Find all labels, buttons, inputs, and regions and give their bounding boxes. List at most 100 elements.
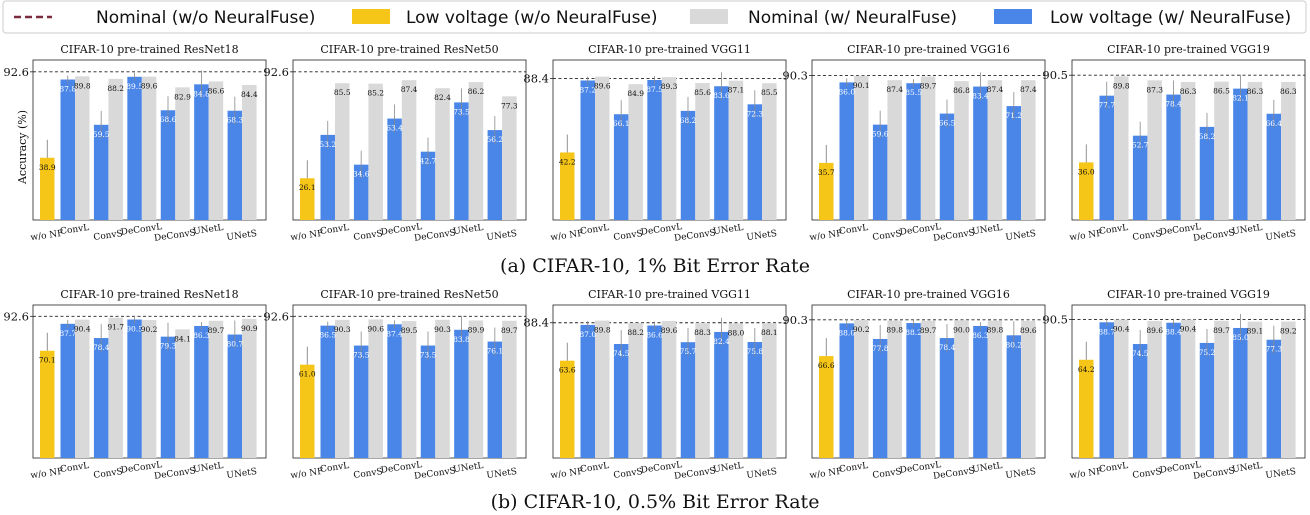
bar-low-w [714, 86, 729, 221]
x-tick-label: w/o NF [550, 229, 584, 244]
label-nominal-w: 90.2 [853, 325, 870, 334]
legend-low-w-label: Low voltage (w/ NeuralFuse) [1050, 8, 1291, 28]
bar-low-w [194, 84, 209, 220]
nominal-value-label: 90.5 [1042, 68, 1068, 82]
label-low-w: 82.4 [713, 337, 730, 346]
label-low-w: 86.3 [193, 331, 210, 340]
legend: Nominal (w/o NeuralFuse) Low voltage (w/… [2, 0, 1307, 34]
x-tick-label: ConvS [872, 229, 902, 243]
bar-low-w [906, 323, 921, 458]
bar-low-w [387, 324, 402, 458]
panel-title: CIFAR-10 pre-trained ResNet50 [320, 43, 498, 56]
label-nominal-w: 84.1 [174, 334, 191, 343]
bar-low-w [1199, 126, 1215, 220]
label-low-w: 78.4 [939, 343, 956, 352]
x-tick-label: UNetL [453, 461, 484, 475]
label-low-w: 85.0 [1232, 333, 1249, 342]
label-low-wo: 61.0 [299, 370, 316, 379]
bar-nominal-w [502, 320, 517, 458]
bar-low-wo [1079, 359, 1094, 458]
bar-low-w [160, 110, 176, 220]
bar-low-w [872, 124, 888, 220]
label-low-w: 83.4 [972, 92, 989, 101]
bar-low-w [127, 76, 142, 220]
caption-b: (b) CIFAR-10, 0.5% Bit Error Rate [491, 491, 820, 513]
bar-nominal-w [401, 80, 417, 220]
bar-nominal-w [1214, 81, 1229, 220]
x-tick-label: ConvS [93, 229, 123, 243]
label-nominal-w: 89.7 [1213, 326, 1230, 335]
label-nominal-w: 89.9 [468, 325, 485, 334]
bar-low-w [1006, 335, 1022, 458]
x-tick-label: w/o NF [809, 229, 843, 244]
label-nominal-w: 90.2 [141, 325, 158, 334]
x-tick-label: UNetS [746, 467, 778, 481]
label-nominal-w: 87.4 [401, 85, 418, 94]
bar-low-w [93, 338, 109, 458]
bar-nominal-w [1021, 320, 1036, 458]
bar-nominal-w [695, 83, 710, 220]
bar-low-w [647, 80, 662, 220]
x-tick-label: ConvS [872, 467, 902, 481]
bar-low-w [839, 82, 854, 221]
bar-low-w [1099, 322, 1114, 458]
x-tick-label: UNetL [453, 223, 484, 237]
bar-low-wo [560, 152, 575, 220]
bar-nominal-w [75, 319, 90, 458]
label-nominal-w: 86.6 [208, 86, 225, 95]
label-nominal-w: 89.7 [208, 326, 225, 335]
nominal-value-label: 92.6 [263, 309, 289, 323]
x-tick-label: ConvL [60, 461, 90, 475]
nominal-value-label: 88.4 [523, 72, 549, 86]
x-tick-label: UNetS [226, 229, 258, 243]
nominal-value-label: 92.6 [3, 309, 29, 323]
x-tick-label: UNetL [193, 461, 224, 475]
bar-nominal-w [175, 329, 190, 458]
label-nominal-w: 90.4 [1113, 325, 1130, 334]
label-nominal-w: 88.1 [761, 328, 778, 337]
panel-title: CIFAR-10 pre-trained VGG19 [1107, 288, 1270, 301]
bar-low-w [420, 345, 436, 458]
label-nominal-w: 88.3 [694, 328, 711, 337]
label-low-w: 78.4 [1165, 100, 1182, 109]
label-low-w: 88.4 [1165, 328, 1182, 337]
bar-nominal-w [1114, 76, 1129, 220]
bar-low-wo [40, 350, 55, 458]
label-nominal-w: 89.8 [594, 326, 611, 335]
panel: CIFAR-10 pre-trained VGG1188.463.687.089… [523, 288, 787, 482]
label-nominal-w: 87.4 [886, 85, 903, 94]
label-nominal-w: 90.4 [74, 325, 91, 334]
bar-nominal-w [242, 84, 257, 221]
bar-low-w [939, 113, 955, 220]
bar-nominal-w [368, 319, 383, 458]
bar-nominal-w [468, 82, 484, 220]
label-nominal-w: 90.3 [334, 325, 351, 334]
x-tick-label: ConvL [839, 461, 869, 475]
bar-low-w [194, 325, 209, 458]
nominal-value-label: 92.6 [263, 65, 289, 79]
panel: CIFAR-10 pre-trained ResNet50 92.6 61.0 86.… [263, 288, 527, 482]
bar-nominal-w [242, 318, 257, 458]
legend-low-wo-swatch [352, 9, 390, 24]
bar-nominal-w [1147, 320, 1162, 458]
panel: CIFAR-10 pre-trained ResNet50 92.6 26.1 53.… [263, 43, 527, 244]
bar-nominal-w [108, 317, 123, 458]
x-tick-label: UNetL [1232, 461, 1263, 475]
legend-frame [2, 0, 1307, 34]
label-low-w: 59.6 [872, 130, 889, 139]
label-low-wo: 63.6 [559, 366, 576, 375]
label-low-w: 83.6 [713, 91, 730, 100]
label-low-w: 68.2 [680, 116, 697, 125]
bar-nominal-w [987, 320, 1003, 458]
x-tick-label: UNetL [972, 223, 1003, 237]
panel-title: CIFAR-10 pre-trained ResNet18 [60, 43, 238, 56]
label-low-w: 59.5 [93, 130, 110, 139]
label-low-w: 87.8 [59, 85, 76, 94]
bar-low-w [1166, 94, 1181, 220]
label-nominal-w: 77.3 [501, 101, 518, 110]
x-tick-label: UNetS [1265, 229, 1297, 243]
x-tick-label: ConvL [320, 223, 350, 237]
bar-nominal-w [1214, 320, 1229, 458]
bar-nominal-w [1114, 319, 1129, 458]
bar-low-w [1233, 88, 1248, 220]
